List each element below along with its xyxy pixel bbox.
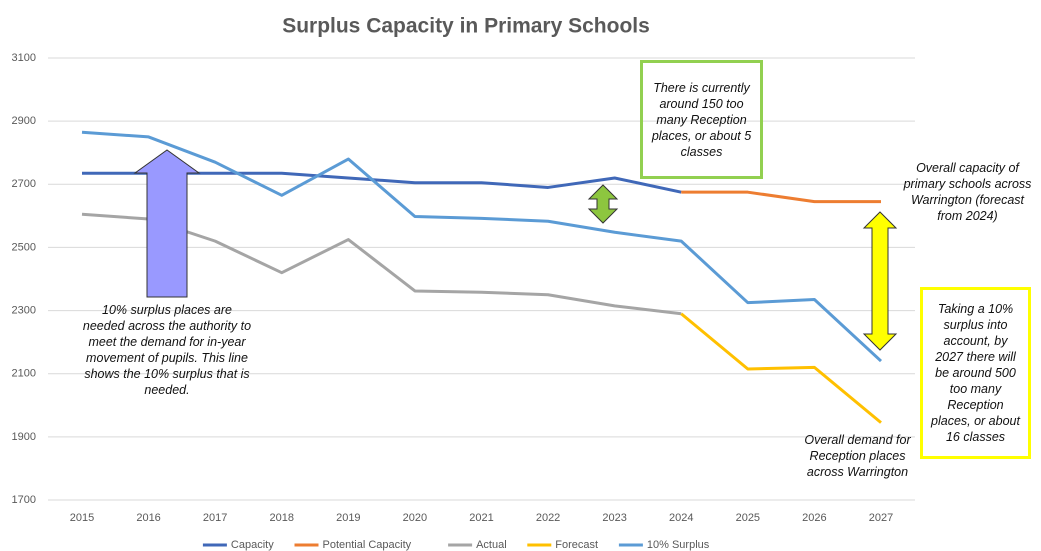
y-tick-label: 1700 [12,494,36,506]
x-tick-label: 2016 [136,512,160,524]
x-tick-label: 2021 [469,512,493,524]
arrow [587,184,619,224]
annotation: There is currently around 150 too many R… [651,80,752,159]
annotation-box: There is currently around 150 too many R… [640,60,763,179]
legend-label: Capacity [231,539,274,551]
x-tick-label: 2020 [403,512,427,524]
x-tick-label: 2015 [70,512,94,524]
y-tick-label: 2900 [12,115,36,127]
y-tick-label: 3100 [12,52,36,64]
series-line [680,312,882,424]
series-line [681,190,881,204]
legend-label: 10% Surplus [647,539,710,551]
y-tick-label: 2300 [12,304,36,316]
legend-label: Actual [476,539,507,551]
x-tick-label: 2026 [802,512,826,524]
x-tick-label: 2023 [602,512,626,524]
x-tick-label: 2024 [669,512,693,524]
annotation: Overall capacity of primary schools acro… [903,161,1032,223]
x-tick-label: 2018 [270,512,294,524]
x-tick-label: 2022 [536,512,560,524]
x-tick-label: 2017 [203,512,227,524]
y-tick-label: 2500 [12,241,36,253]
legend-label: Potential Capacity [323,539,412,551]
x-tick-label: 2027 [869,512,893,524]
arrow [133,149,201,298]
x-tick-label: 2025 [736,512,760,524]
annotation: 10% surplus places are needed across the… [82,303,252,397]
x-tick-label: 2019 [336,512,360,524]
chart-title: Surplus Capacity in Primary Schools [282,15,650,38]
annotation: Taking a 10% surplus into account, by 20… [931,302,1020,444]
y-tick-label: 2100 [12,368,36,380]
annotation: Overall demand for Reception places acro… [804,433,911,479]
arrow [862,211,898,351]
y-tick-label: 2700 [12,178,36,190]
annotation-box: Taking a 10% surplus into account, by 20… [920,287,1031,459]
series-line [81,130,883,363]
y-tick-label: 1900 [12,431,36,443]
legend-label: Forecast [555,539,598,551]
